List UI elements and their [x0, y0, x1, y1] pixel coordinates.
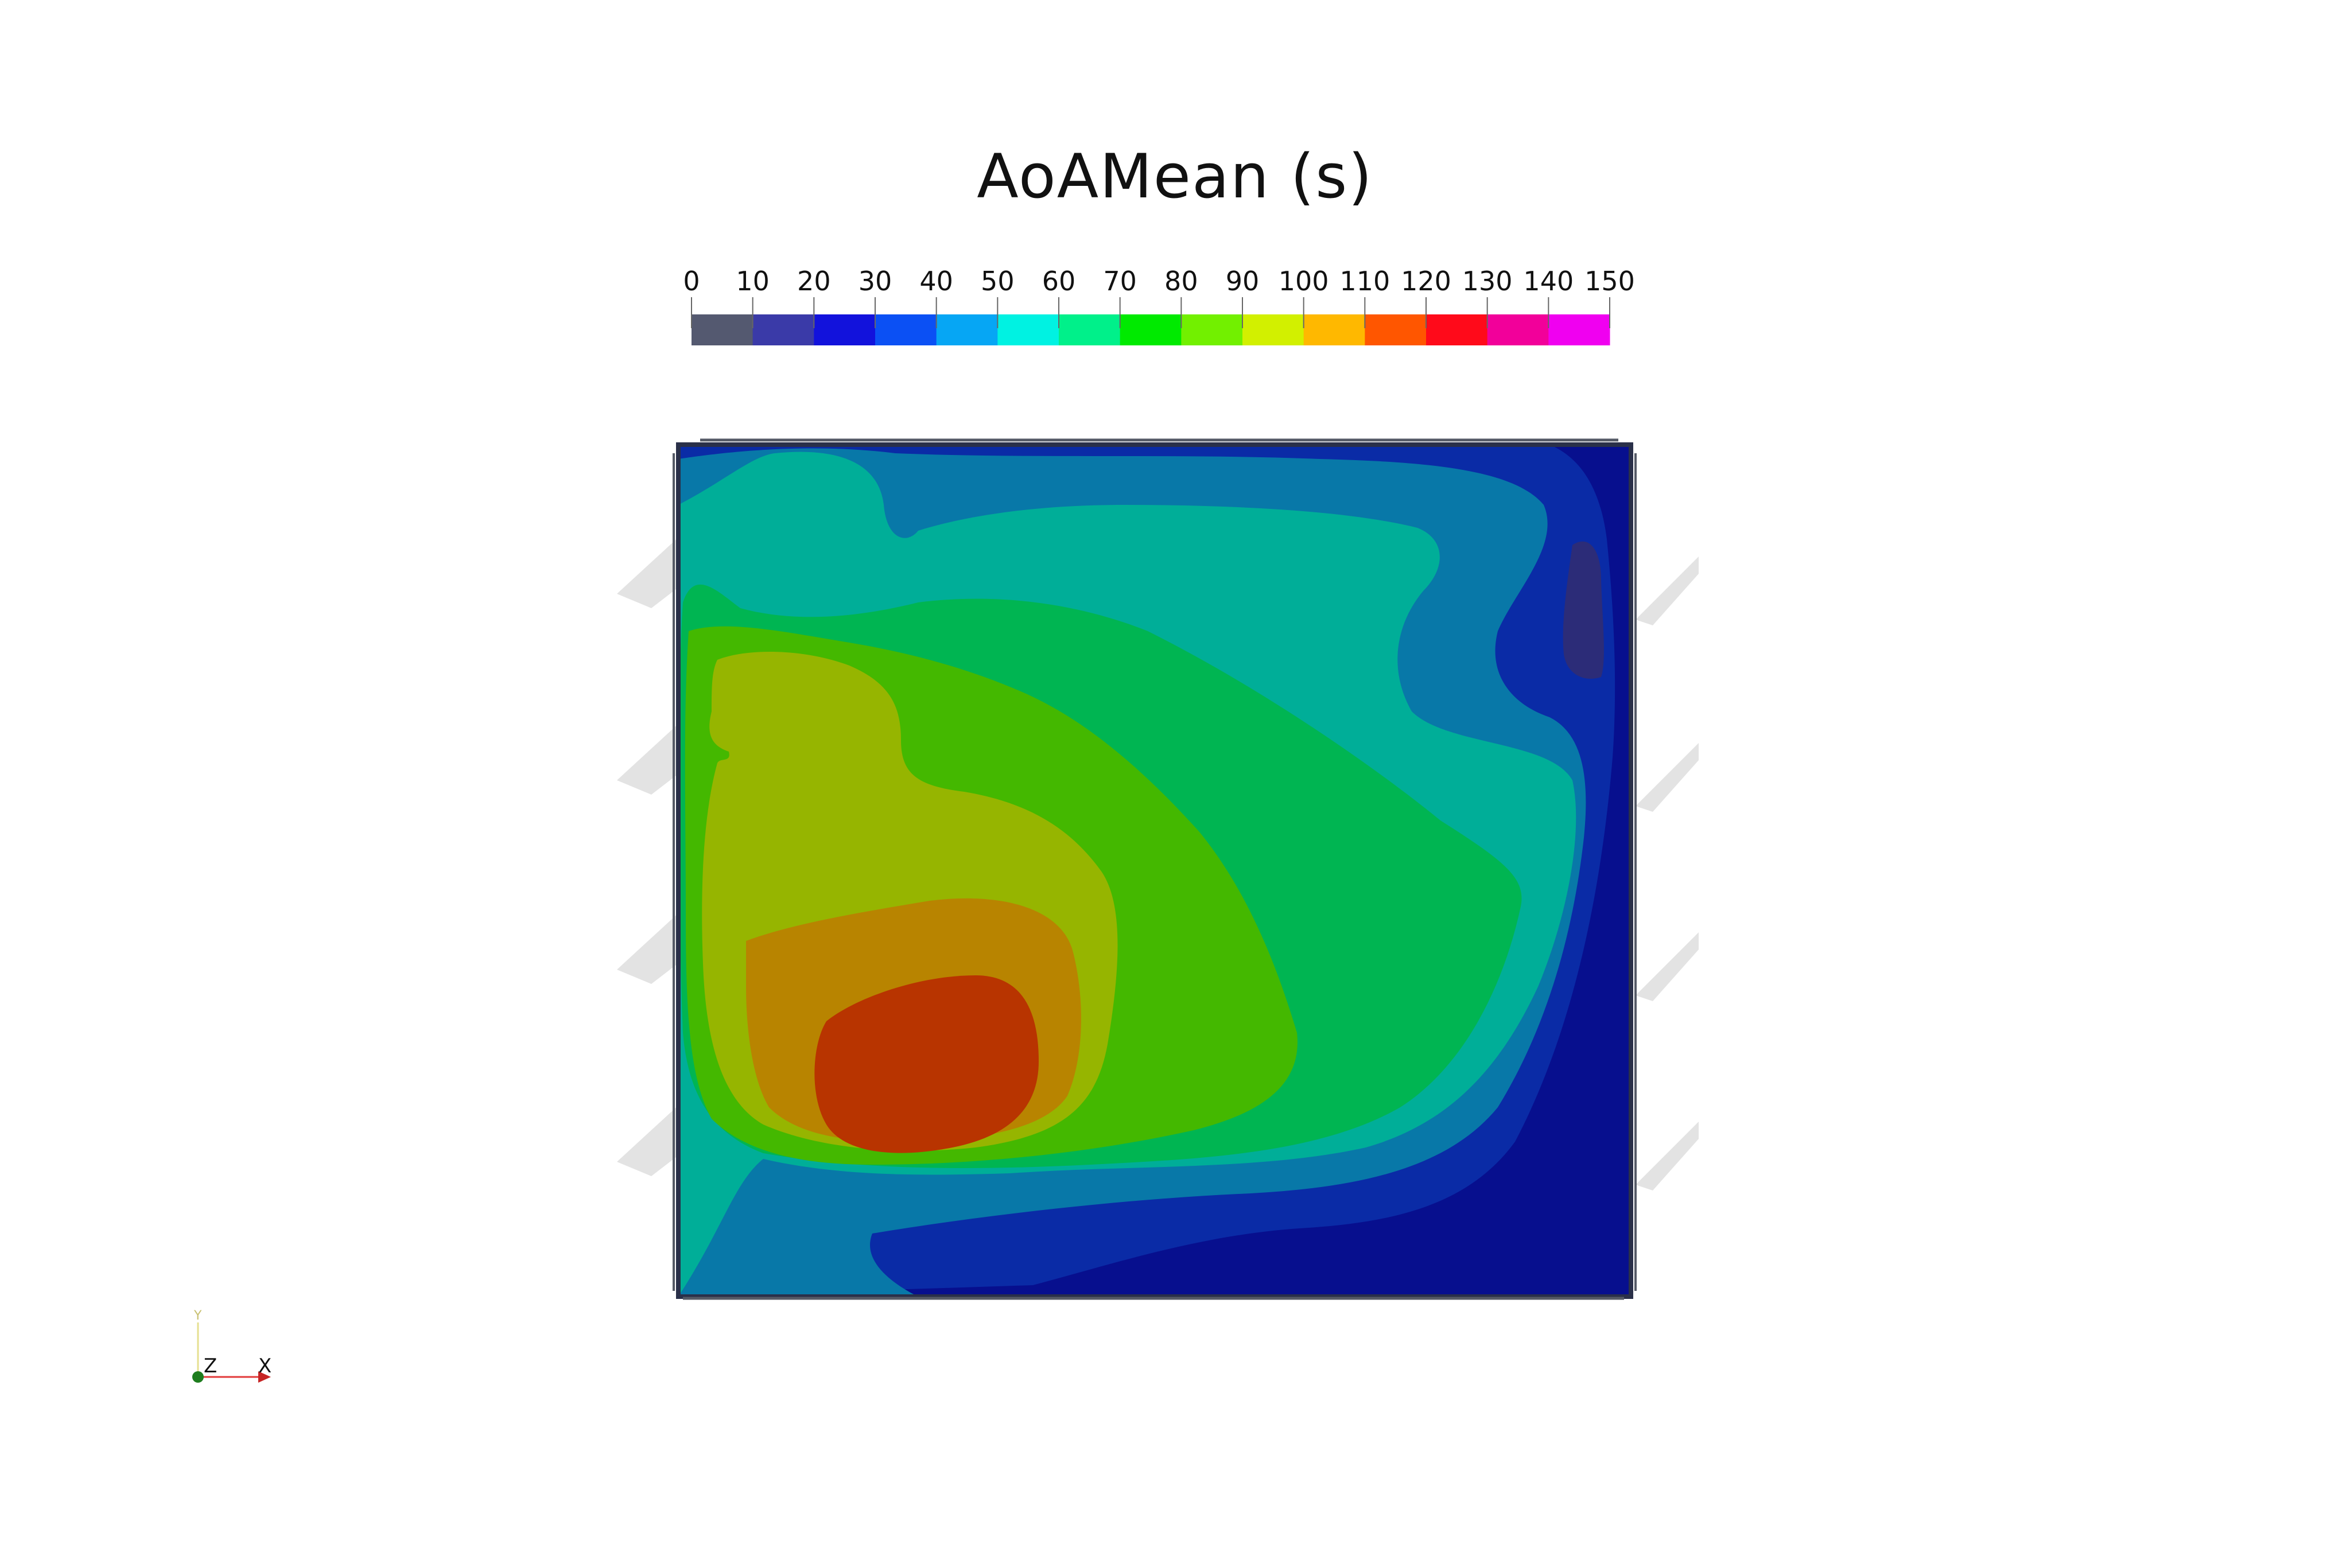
color-legend-labels: 0 10 20 30 40 50 60 70 80 90 100 110 120 130 140 150	[683, 266, 1635, 297]
color-legend-tick-label: 140	[1523, 266, 1574, 297]
color-legend-swatch-8	[1181, 314, 1243, 345]
color-legend-swatch-10	[1303, 314, 1365, 345]
ghost-sheet-left-4	[617, 1096, 689, 1176]
color-legend-swatch-3	[875, 314, 937, 345]
color-legend-tick-label: 40	[919, 266, 953, 297]
color-legend-swatch-14	[1548, 314, 1610, 345]
orientation-axes: Y X Z	[192, 1309, 271, 1383]
contour-band-low-pocket	[1563, 541, 1604, 679]
y-axis-label: Y	[193, 1309, 202, 1323]
color-legend-tick-label: 50	[981, 266, 1015, 297]
contour-bands	[678, 445, 1631, 1297]
color-legend-swatch-1	[752, 314, 814, 345]
color-legend-tick-label: 60	[1042, 266, 1076, 297]
color-legend-swatch-12	[1426, 314, 1488, 345]
domain-frame	[673, 438, 1637, 1300]
color-legend-swatches	[692, 314, 1610, 345]
ghost-sheet-right-3	[1636, 932, 1699, 1001]
ghost-sheet-right-1	[1636, 557, 1699, 625]
color-legend-tick-label: 130	[1462, 266, 1513, 297]
color-legend-swatch-5	[997, 314, 1059, 345]
color-legend-tick-label: 10	[736, 266, 770, 297]
color-legend-tick-label: 110	[1339, 266, 1390, 297]
x-axis-arrow	[258, 1371, 271, 1383]
contour-band-8	[814, 975, 1039, 1153]
color-legend-swatch-2	[814, 314, 876, 345]
z-axis-dot	[192, 1371, 204, 1383]
color-legend-swatch-9	[1242, 314, 1304, 345]
color-legend-tick-label: 70	[1103, 266, 1137, 297]
color-legend-tick-label: 100	[1279, 266, 1329, 297]
color-legend-tick-label: 0	[683, 266, 700, 297]
color-legend-tick-label: 80	[1164, 266, 1198, 297]
color-legend-tick-label: 30	[859, 266, 892, 297]
color-legend-swatch-11	[1365, 314, 1427, 345]
color-legend-tick-label: 20	[797, 266, 831, 297]
ghost-sheet-right-4	[1636, 1122, 1699, 1190]
ghost-sheet-left-2	[617, 714, 689, 795]
color-legend-swatch-7	[1120, 314, 1182, 345]
color-legend-tick-label: 150	[1584, 266, 1635, 297]
scalar-bar-title: AoAMean (s)	[977, 141, 1373, 212]
ghost-geometry	[617, 528, 1699, 1190]
color-legend-swatch-0	[692, 314, 753, 345]
ghost-sheet-left-3	[617, 904, 689, 984]
z-axis-label: Z	[204, 1355, 217, 1378]
color-legend-ticks	[691, 297, 1610, 328]
color-legend-swatch-13	[1487, 314, 1549, 345]
ghost-sheet-left-1	[617, 528, 689, 608]
x-axis-label: X	[258, 1355, 271, 1378]
color-legend-swatch-4	[936, 314, 998, 345]
color-legend-tick-label: 90	[1226, 266, 1260, 297]
domain-border	[676, 442, 1633, 1299]
color-legend: 0 10 20 30 40 50 60 70 80 90 100 110 120 130 140 150	[683, 266, 1635, 345]
color-legend-tick-label: 120	[1401, 266, 1451, 297]
color-legend-swatch-6	[1059, 314, 1121, 345]
ghost-sheet-right-2	[1636, 743, 1699, 812]
